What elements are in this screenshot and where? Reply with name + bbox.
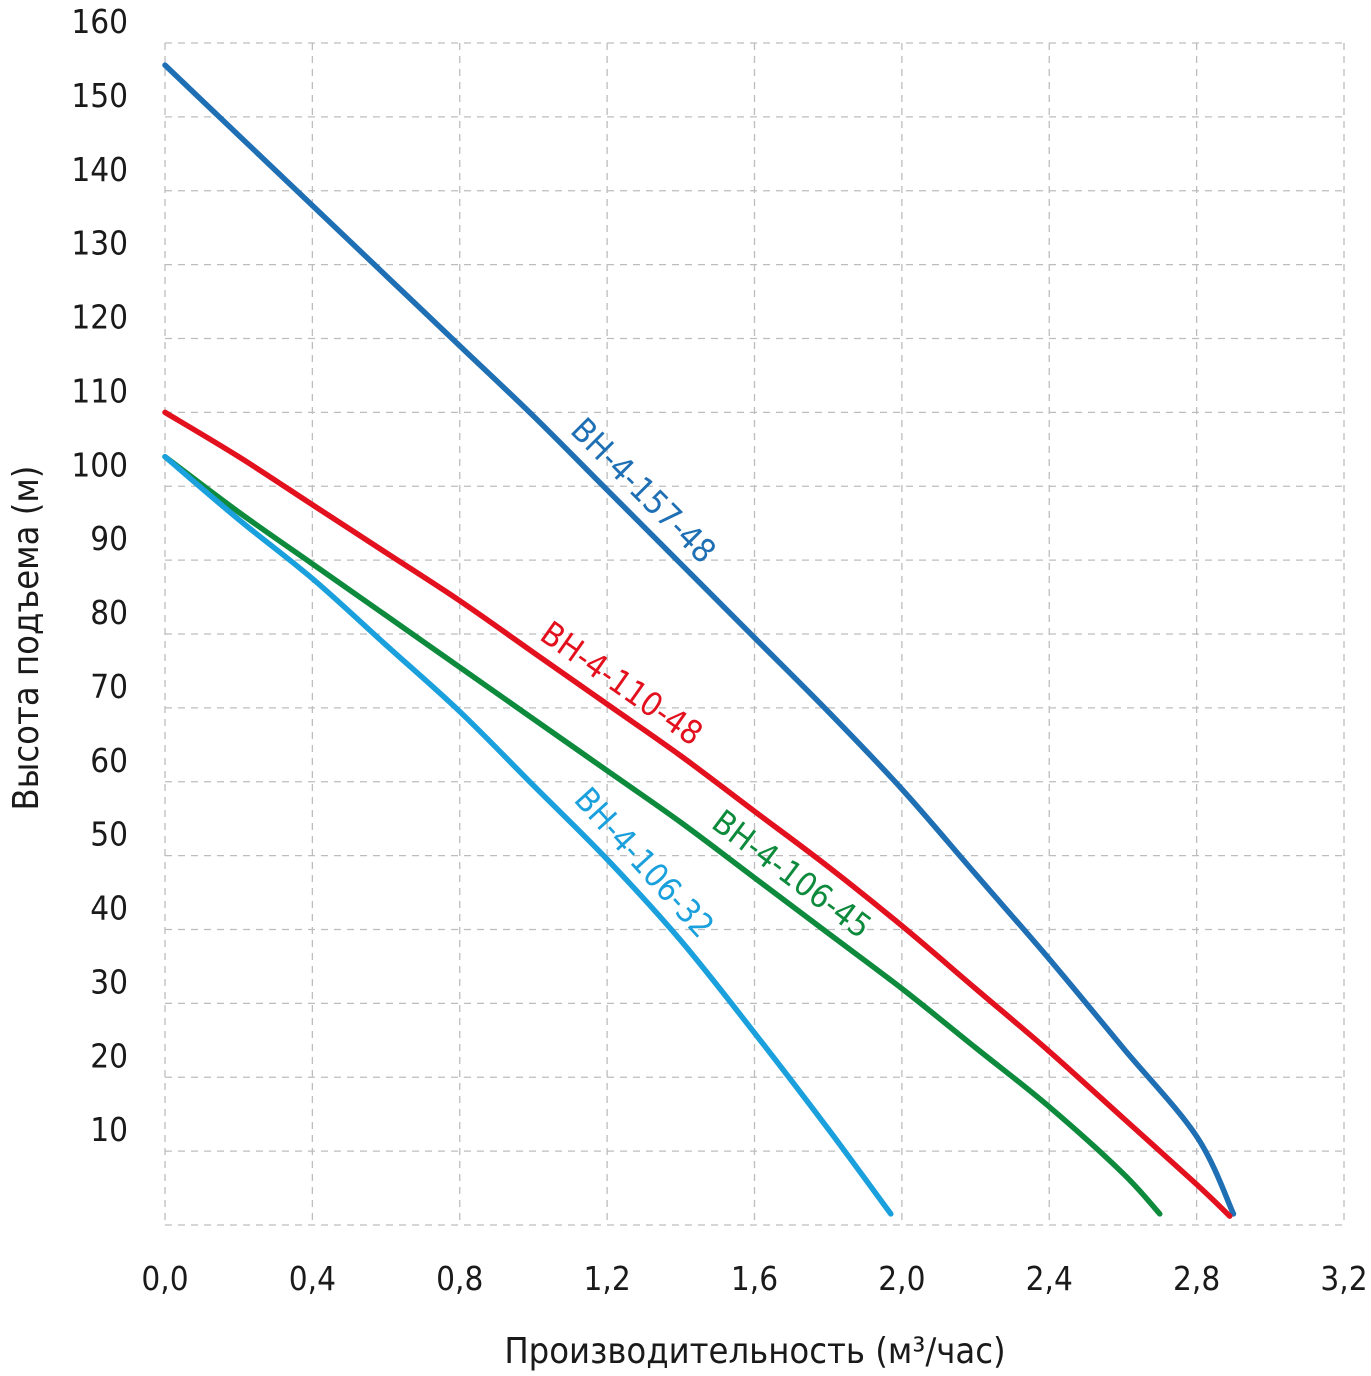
y-tick-label: 70 xyxy=(90,667,128,706)
y-tick-label: 50 xyxy=(90,815,128,854)
y-axis-label: Высота подъема (м) xyxy=(6,466,47,811)
x-tick-label: 1,6 xyxy=(731,1259,778,1298)
x-axis-label: Производительность (м³/час) xyxy=(504,1331,1005,1372)
y-axis-ticks: 10 20 30 40 50 60 70 80 90 100 110 120 130 140 150 160 xyxy=(71,2,128,1149)
y-tick-label: 60 xyxy=(90,741,128,780)
series-label: BH-4-157-48 xyxy=(563,410,723,571)
y-tick-label: 40 xyxy=(90,889,128,928)
y-tick-label: 110 xyxy=(71,371,128,410)
y-tick-label: 20 xyxy=(90,1036,128,1075)
series-line xyxy=(162,453,894,1217)
series-line xyxy=(162,62,1237,1217)
series-label: BH-4-106-45 xyxy=(705,802,879,946)
series-line xyxy=(162,453,1163,1217)
y-tick-label: 120 xyxy=(71,298,128,337)
y-tick-label: 100 xyxy=(71,445,128,484)
x-tick-label: 2,4 xyxy=(1026,1259,1073,1298)
series-curves xyxy=(162,62,1237,1219)
y-tick-label: 140 xyxy=(71,150,128,189)
series-line xyxy=(162,409,1233,1219)
x-tick-label: 0,4 xyxy=(289,1259,336,1298)
y-tick-label: 90 xyxy=(90,519,128,558)
x-tick-label: 0,8 xyxy=(436,1259,483,1298)
y-tick-label: 160 xyxy=(71,2,128,41)
x-tick-label: 3,2 xyxy=(1320,1259,1367,1298)
y-tick-label: 130 xyxy=(71,224,128,263)
x-tick-label: 2,0 xyxy=(878,1259,925,1298)
x-tick-label: 2,8 xyxy=(1173,1259,1220,1298)
y-tick-label: 80 xyxy=(90,593,128,632)
x-tick-label: 1,2 xyxy=(584,1259,631,1298)
x-axis-ticks: 0,0 0,4 0,8 1,2 1,6 2,0 2,4 2,8 3,2 xyxy=(141,1259,1367,1298)
y-tick-label: 150 xyxy=(71,76,128,115)
series-label: BH-4-106-32 xyxy=(567,780,722,946)
x-tick-label: 0,0 xyxy=(141,1259,188,1298)
y-tick-label: 30 xyxy=(90,962,128,1001)
y-tick-label: 10 xyxy=(90,1110,128,1149)
